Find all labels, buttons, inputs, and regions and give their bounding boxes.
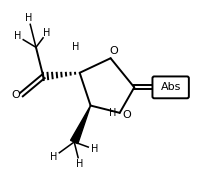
- Text: O: O: [122, 110, 131, 120]
- Text: O: O: [12, 90, 20, 100]
- Polygon shape: [70, 106, 90, 144]
- Text: H: H: [90, 144, 97, 154]
- Text: H: H: [72, 42, 79, 52]
- Text: H: H: [14, 31, 21, 41]
- Text: H: H: [50, 152, 58, 161]
- FancyBboxPatch shape: [152, 76, 188, 98]
- Text: H: H: [43, 28, 50, 38]
- Text: H: H: [25, 13, 32, 23]
- Text: H: H: [76, 159, 83, 169]
- Text: H: H: [108, 108, 116, 118]
- Text: Abs: Abs: [160, 82, 180, 92]
- Text: O: O: [109, 46, 118, 56]
